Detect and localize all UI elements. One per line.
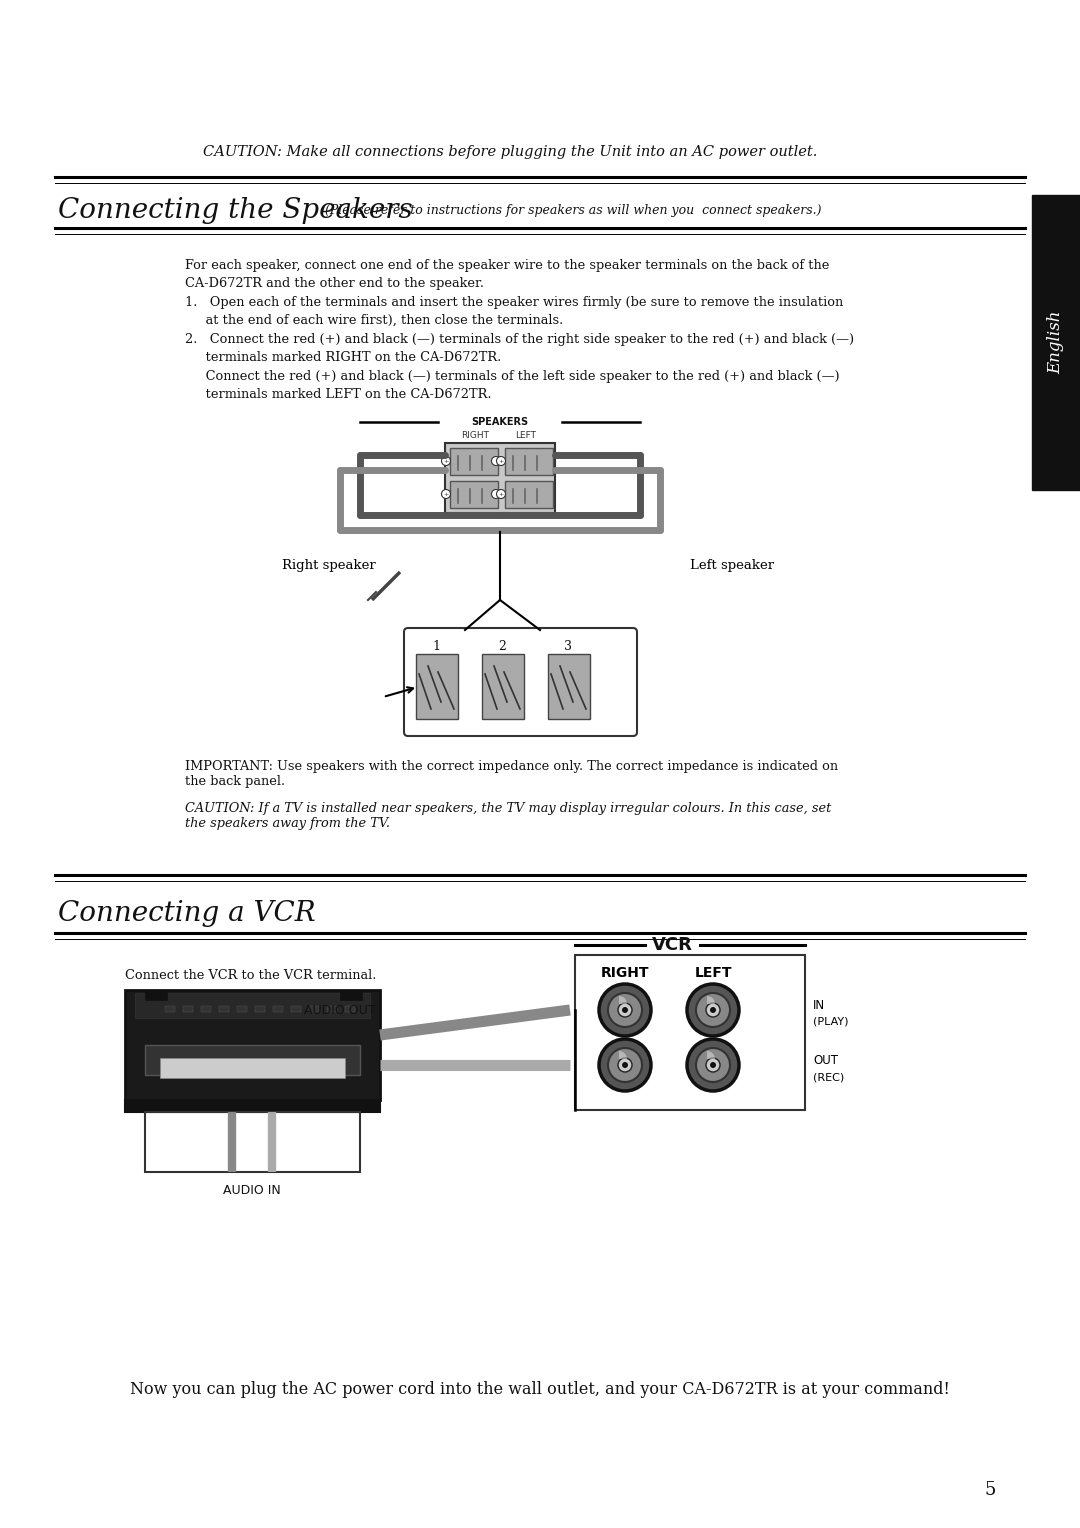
Text: OUT: OUT xyxy=(813,1053,838,1067)
Bar xyxy=(345,1005,355,1012)
Circle shape xyxy=(497,489,505,498)
Text: terminals marked RIGHT on the CA-D672TR.: terminals marked RIGHT on the CA-D672TR. xyxy=(185,351,501,364)
Bar xyxy=(255,1005,265,1012)
Bar xyxy=(309,1005,319,1012)
Text: CA-D672TR and the other end to the speaker.: CA-D672TR and the other end to the speak… xyxy=(185,277,484,290)
Text: CAUTION: Make all connections before plugging the Unit into an AC power outlet.: CAUTION: Make all connections before plu… xyxy=(203,145,818,159)
Circle shape xyxy=(706,1002,720,1018)
Circle shape xyxy=(497,457,505,466)
Bar xyxy=(145,1112,360,1172)
Bar xyxy=(327,1005,337,1012)
Circle shape xyxy=(706,1057,720,1073)
Text: For each speaker, connect one end of the speaker wire to the speaker terminals o: For each speaker, connect one end of the… xyxy=(185,258,829,272)
Text: 3: 3 xyxy=(564,640,572,652)
Circle shape xyxy=(491,489,500,498)
Text: LEFT: LEFT xyxy=(694,966,732,979)
Circle shape xyxy=(622,1062,627,1068)
Text: VCR: VCR xyxy=(651,937,692,953)
Text: 2.   Connect the red (+) and black (—) terminals of the right side speaker to th: 2. Connect the red (+) and black (—) ter… xyxy=(185,333,854,345)
Circle shape xyxy=(442,457,450,466)
Circle shape xyxy=(696,1048,730,1082)
Bar xyxy=(505,481,553,507)
Bar xyxy=(291,1005,301,1012)
Bar xyxy=(450,481,498,507)
Bar xyxy=(145,1045,360,1076)
Wedge shape xyxy=(619,1051,627,1059)
Text: 5: 5 xyxy=(984,1481,996,1499)
Bar xyxy=(125,990,380,1100)
Wedge shape xyxy=(707,1051,715,1059)
Circle shape xyxy=(442,489,450,498)
Text: IN: IN xyxy=(813,998,825,1012)
Bar xyxy=(135,993,370,1018)
Circle shape xyxy=(608,1048,642,1082)
Text: LEFT: LEFT xyxy=(515,431,537,440)
Text: terminals marked LEFT on the CA-D672TR.: terminals marked LEFT on the CA-D672TR. xyxy=(185,388,491,400)
Text: (REC): (REC) xyxy=(813,1073,845,1082)
Text: Now you can plug the AC power cord into the wall outlet, and your CA-D672TR is a: Now you can plug the AC power cord into … xyxy=(130,1381,950,1398)
Text: 1.   Open each of the terminals and insert the speaker wires firmly (be sure to : 1. Open each of the terminals and insert… xyxy=(185,295,843,309)
Text: RIGHT: RIGHT xyxy=(461,431,489,440)
Text: English: English xyxy=(1048,310,1065,374)
Text: RIGHT: RIGHT xyxy=(600,966,649,979)
Text: Connecting a VCR: Connecting a VCR xyxy=(58,900,315,926)
Bar xyxy=(165,1005,175,1012)
Bar xyxy=(575,955,805,1109)
FancyBboxPatch shape xyxy=(404,628,637,736)
Circle shape xyxy=(710,1007,716,1013)
Circle shape xyxy=(710,1062,716,1068)
Text: +: + xyxy=(498,492,503,497)
Bar xyxy=(1032,196,1080,490)
Text: 1: 1 xyxy=(432,640,440,652)
Text: SPEAKERS: SPEAKERS xyxy=(472,417,528,426)
Text: Connect the VCR to the VCR terminal.: Connect the VCR to the VCR terminal. xyxy=(125,969,376,981)
Text: Right speaker: Right speaker xyxy=(282,559,376,571)
Text: Left speaker: Left speaker xyxy=(690,559,774,571)
Circle shape xyxy=(696,993,730,1027)
Circle shape xyxy=(687,984,739,1036)
Circle shape xyxy=(618,1002,632,1018)
Text: +: + xyxy=(498,458,503,463)
Circle shape xyxy=(622,1007,627,1013)
Text: IMPORTANT: Use speakers with the correct impedance only. The correct impedance i: IMPORTANT: Use speakers with the correct… xyxy=(185,759,838,788)
Bar xyxy=(145,990,167,999)
Bar xyxy=(416,654,458,720)
Circle shape xyxy=(608,993,642,1027)
Text: Connect the red (+) and black (—) terminals of the left side speaker to the red : Connect the red (+) and black (—) termin… xyxy=(185,370,839,382)
Wedge shape xyxy=(707,996,715,1004)
Bar xyxy=(505,448,553,475)
Text: AUDIO OUT: AUDIO OUT xyxy=(305,1004,376,1016)
Bar xyxy=(183,1005,193,1012)
Text: (Please refer to instructions for speakers as will when you  connect speakers.): (Please refer to instructions for speake… xyxy=(325,203,822,217)
Bar xyxy=(482,654,524,720)
Circle shape xyxy=(618,1057,632,1073)
Bar xyxy=(548,654,590,720)
Text: Connecting the Speakers: Connecting the Speakers xyxy=(58,197,413,223)
Bar xyxy=(219,1005,229,1012)
Text: (PLAY): (PLAY) xyxy=(813,1018,849,1027)
Circle shape xyxy=(599,984,651,1036)
Bar xyxy=(125,1100,380,1112)
Circle shape xyxy=(491,457,500,466)
Wedge shape xyxy=(619,996,627,1004)
Bar xyxy=(450,448,498,475)
Bar xyxy=(445,443,555,513)
Bar xyxy=(340,990,362,999)
Bar xyxy=(160,1057,345,1077)
Text: CAUTION: If a TV is installed near speakers, the TV may display irregular colour: CAUTION: If a TV is installed near speak… xyxy=(185,802,832,830)
Bar xyxy=(273,1005,283,1012)
Text: +: + xyxy=(444,458,448,463)
Bar xyxy=(237,1005,247,1012)
Text: +: + xyxy=(444,492,448,497)
Circle shape xyxy=(687,1039,739,1091)
Text: AUDIO IN: AUDIO IN xyxy=(224,1184,281,1196)
Circle shape xyxy=(599,1039,651,1091)
Text: at the end of each wire first), then close the terminals.: at the end of each wire first), then clo… xyxy=(185,313,564,327)
Bar xyxy=(201,1005,211,1012)
Text: 2: 2 xyxy=(498,640,505,652)
